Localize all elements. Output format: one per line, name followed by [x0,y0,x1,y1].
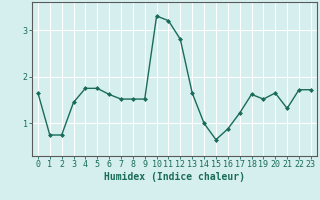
X-axis label: Humidex (Indice chaleur): Humidex (Indice chaleur) [104,172,245,182]
